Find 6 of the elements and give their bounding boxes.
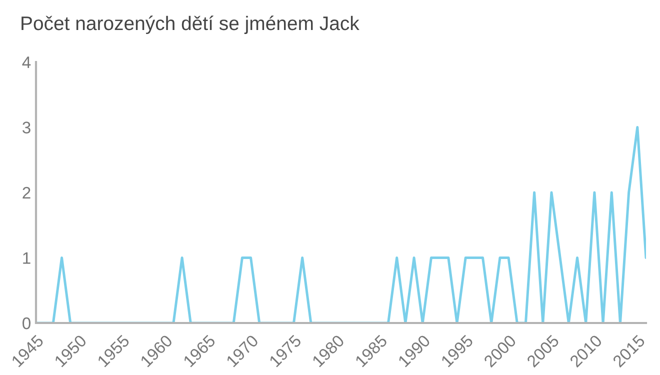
y-tick-label: 4 [22, 56, 31, 68]
chart-title: Počet narozených dětí se jménem Jack [22, 16, 360, 34]
y-tick-label: 0 [22, 317, 30, 330]
y-tick-label: 3 [22, 122, 30, 134]
y-tick-label: 2 [22, 186, 30, 199]
y-tick-label: 1 [23, 252, 30, 264]
